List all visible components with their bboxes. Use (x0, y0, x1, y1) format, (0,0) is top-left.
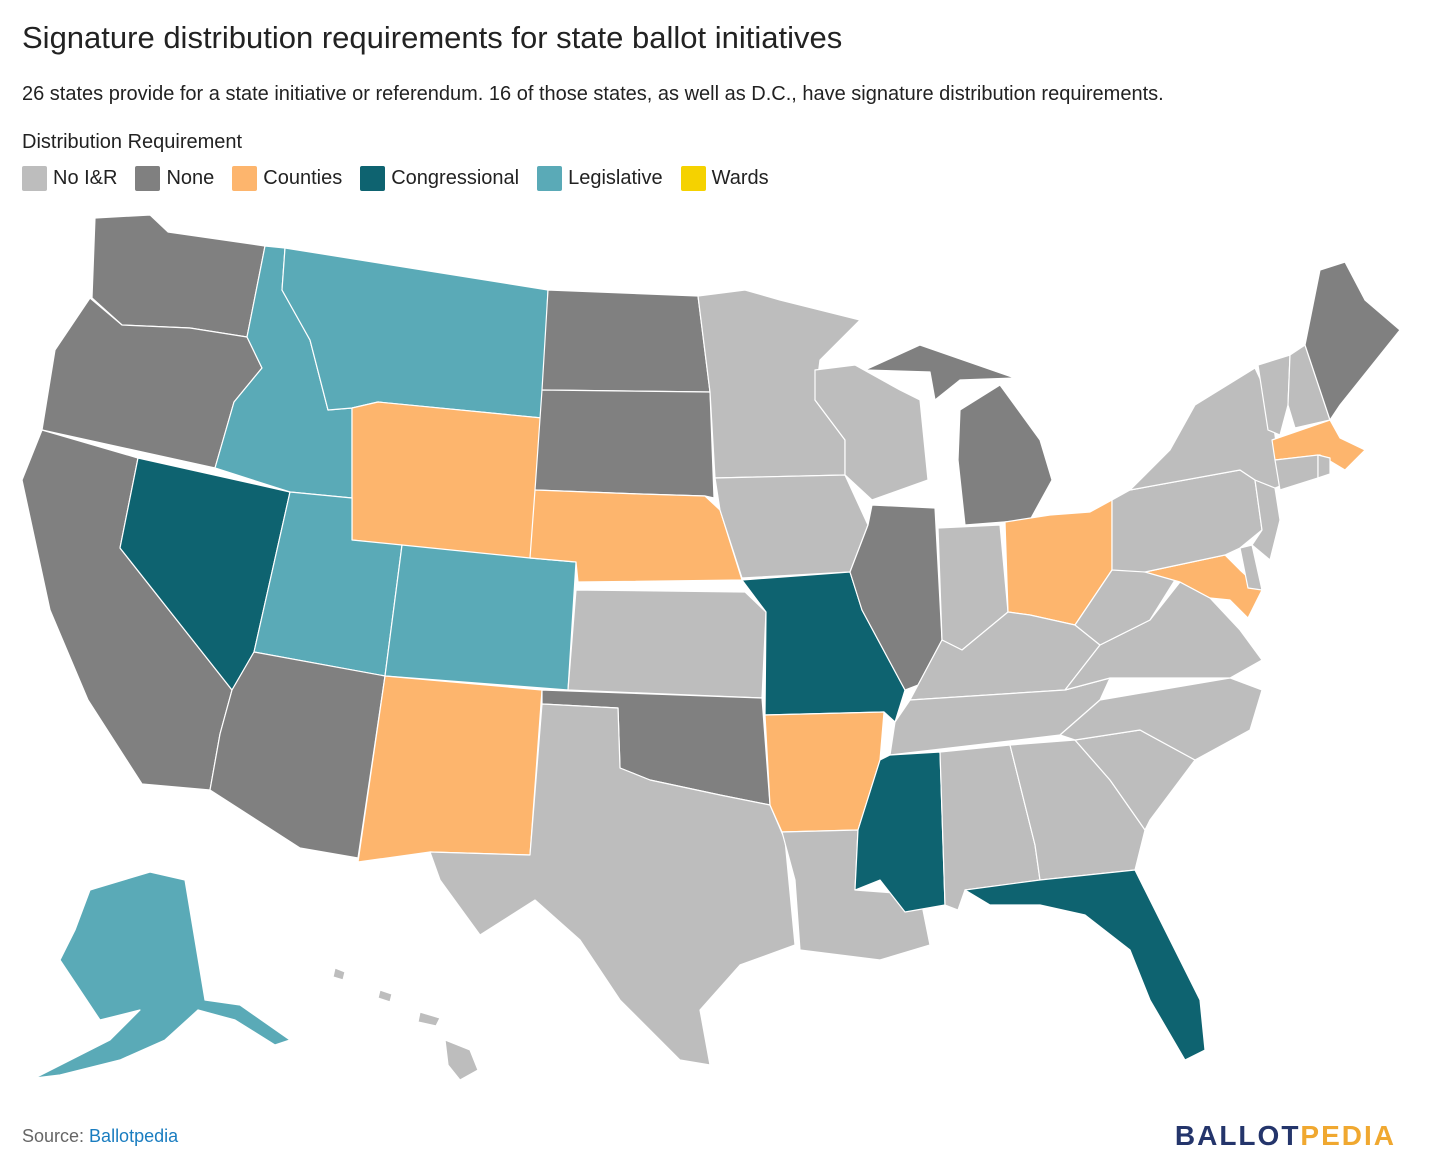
state-vt[interactable] (1257, 354, 1291, 436)
state-md[interactable] (1144, 554, 1263, 619)
state-ak[interactable] (34, 871, 291, 1079)
legend-item-wards[interactable]: Wards (680, 166, 769, 191)
legend-item-no-ir[interactable]: No I&R (22, 166, 117, 191)
ballotpedia-logo: BALLOTPEDIA (1175, 1120, 1396, 1152)
legend-title: Distribution Requirement (22, 131, 243, 153)
legend-label-legislative: Legislative (568, 167, 663, 189)
page-title: Signature distribution requirements for … (22, 20, 843, 55)
legend-swatch-no-ir (22, 166, 47, 191)
source-prefix: Source: (22, 1126, 90, 1146)
state-mi[interactable] (864, 344, 1053, 526)
legend-label-no-ir: No I&R (53, 167, 118, 189)
legend-item-legislative[interactable]: Legislative (537, 166, 663, 191)
state-nd[interactable] (541, 289, 711, 393)
state-ct[interactable] (1274, 454, 1319, 491)
legend-item-none[interactable]: None (135, 166, 214, 191)
state-hi[interactable] (332, 967, 479, 1081)
state-me[interactable] (1304, 261, 1401, 421)
legend-swatch-legislative (537, 166, 563, 191)
legend-item-counties[interactable]: Counties (232, 166, 342, 191)
state-de[interactable] (1239, 544, 1263, 591)
page-subtitle: 26 states provide for a state initiative… (22, 83, 1164, 105)
state-co[interactable] (384, 544, 577, 691)
state-il[interactable] (849, 504, 943, 691)
source-note: Source: Ballotpedia (22, 1126, 178, 1147)
legend-swatch-counties (232, 166, 258, 191)
us-states-map (21, 214, 1401, 1081)
state-fl[interactable] (964, 869, 1206, 1061)
legend-label-wards: Wards (711, 167, 769, 189)
state-ia[interactable] (714, 474, 869, 579)
legend-item-congressional[interactable]: Congressional (360, 166, 519, 191)
logo-part-pedia: PEDIA (1300, 1120, 1396, 1151)
legend-label-none: None (166, 167, 215, 189)
state-ri[interactable] (1317, 454, 1331, 479)
source-link[interactable]: Ballotpedia (89, 1126, 179, 1146)
state-wi[interactable] (814, 364, 929, 501)
state-wa[interactable] (91, 214, 266, 338)
legend-swatch-none (135, 166, 161, 191)
legend-swatch-congressional (360, 166, 386, 191)
state-nm[interactable] (357, 675, 543, 863)
state-tx[interactable] (429, 703, 796, 1066)
legend: No I&R None Counties Congressional Legis… (22, 166, 787, 191)
state-nc[interactable] (1059, 677, 1263, 761)
legend-label-counties: Counties (263, 167, 343, 189)
state-wy[interactable] (351, 401, 543, 561)
state-sd[interactable] (534, 389, 715, 499)
state-tn[interactable] (889, 677, 1111, 756)
logo-part-ballot: BALLOT (1174, 1120, 1301, 1151)
legend-label-congressional: Congressional (391, 167, 520, 189)
state-ks[interactable] (567, 589, 767, 699)
state-az[interactable] (209, 651, 386, 859)
legend-swatch-wards (680, 166, 706, 191)
state-nh[interactable] (1287, 344, 1331, 429)
